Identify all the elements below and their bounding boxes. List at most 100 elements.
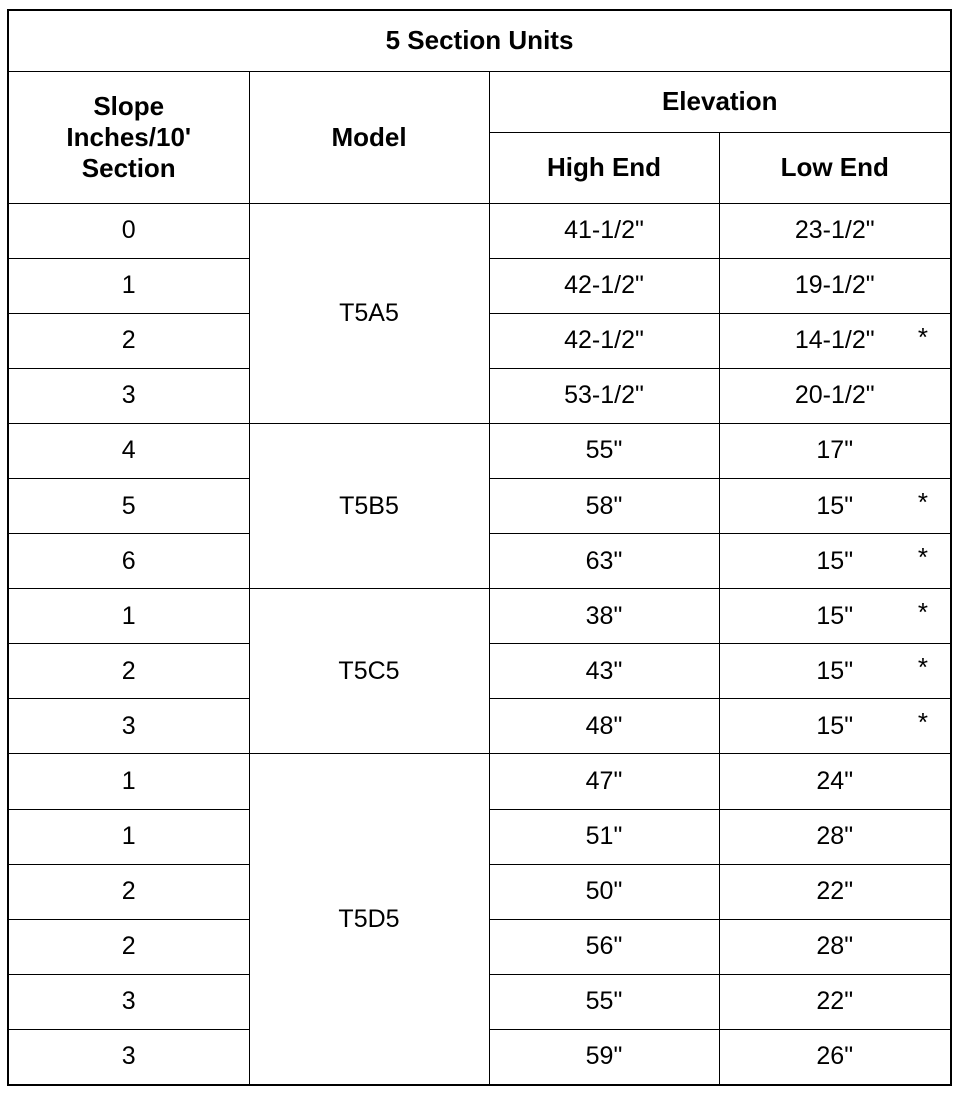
high-end-cell: 51": [488, 808, 720, 865]
low-end-cell: 28": [718, 918, 952, 975]
high-end-cell: 48": [488, 698, 720, 755]
slope-cell: 6: [7, 533, 250, 590]
low-end-value: 15": [816, 711, 854, 740]
low-end-value: 22": [816, 987, 854, 1016]
slope-cell: 2: [7, 863, 250, 920]
footnote-asterisk: *: [917, 652, 929, 683]
table-row: 6 63" 15" *: [7, 533, 952, 590]
footnote-asterisk: *: [917, 321, 929, 352]
slope-cell: 1: [7, 257, 250, 314]
table-row: 4 T5B5 55" 17": [7, 422, 952, 590]
high-end-cell: 58": [488, 477, 720, 535]
header-slope-line: Slope: [93, 90, 165, 121]
high-end-cell: 42-1/2": [488, 312, 720, 369]
high-end-cell: 59": [488, 1028, 720, 1086]
low-end-value: 28": [816, 932, 854, 961]
low-end-value: 26": [816, 1042, 854, 1071]
slope-cell: 2: [7, 918, 250, 975]
low-end-value: 15": [816, 491, 854, 520]
footnote-asterisk: *: [917, 486, 929, 517]
low-end-cell: 15" *: [718, 698, 952, 755]
header-high-end: High End: [488, 131, 720, 204]
slope-cell: 0: [7, 202, 250, 259]
model-cell: T5B5: [248, 422, 490, 590]
slope-cell: 1: [7, 753, 250, 810]
low-end-value: 19-1/2": [794, 271, 875, 300]
slope-cell: 2: [7, 312, 250, 369]
high-end-cell: 53-1/2": [488, 367, 720, 424]
slope-cell: 1: [7, 588, 250, 645]
low-end-value: 15": [816, 546, 854, 575]
table-row: 3 55" 22": [7, 973, 952, 1030]
header-elevation: Elevation: [488, 70, 952, 133]
slope-cell: 1: [7, 808, 250, 865]
low-end-value: 15": [816, 601, 854, 630]
high-end-cell: 55": [488, 973, 720, 1030]
high-end-cell: 55": [488, 422, 720, 479]
low-end-cell: 15" *: [718, 533, 952, 590]
table-row: 1 42-1/2" 19-1/2": [7, 257, 952, 314]
low-end-cell: 22": [718, 863, 952, 920]
low-end-cell: 19-1/2": [718, 257, 952, 314]
section-units-table: 5 Section Units Slope Inches/10' Section…: [7, 9, 953, 1086]
table-row: 0 T5A5 41-1/2" 23-1/2": [7, 202, 952, 424]
table-row: 1 T5C5 38" 15" *: [7, 588, 952, 755]
low-end-value: 14-1/2": [794, 326, 875, 355]
low-end-value: 24": [816, 766, 854, 795]
footnote-asterisk: *: [917, 542, 929, 573]
table-row: 2 50" 22": [7, 863, 952, 920]
low-end-cell: 15" *: [718, 588, 952, 645]
low-end-cell: 17": [718, 422, 952, 479]
slope-cell: 3: [7, 367, 250, 424]
low-end-cell: 15" *: [718, 643, 952, 700]
low-end-cell: 24": [718, 753, 952, 810]
header-low-end: Low End: [718, 131, 952, 204]
table-row: 3 53-1/2" 20-1/2": [7, 367, 952, 424]
model-cell: T5A5: [248, 202, 490, 424]
table-row: 2 42-1/2" 14-1/2" *: [7, 312, 952, 369]
high-end-cell: 47": [488, 753, 720, 810]
low-end-value: 28": [816, 822, 854, 851]
slope-cell: 5: [7, 477, 250, 535]
high-end-cell: 56": [488, 918, 720, 975]
footnote-asterisk: *: [917, 707, 929, 738]
low-end-cell: 20-1/2": [718, 367, 952, 424]
slope-cell: 4: [7, 422, 250, 479]
slope-cell: 3: [7, 1028, 250, 1086]
table-row: 1 51" 28": [7, 808, 952, 865]
slope-cell: 3: [7, 973, 250, 1030]
model-cell: T5C5: [248, 588, 490, 755]
high-end-cell: 38": [488, 588, 720, 645]
table-row: 3 48" 15" *: [7, 698, 952, 755]
low-end-value: 23-1/2": [794, 216, 875, 245]
header-slope: Slope Inches/10' Section: [7, 70, 250, 204]
table-row: 5 58" 15" *: [7, 477, 952, 535]
footnote-asterisk: *: [917, 597, 929, 628]
low-end-value: 20-1/2": [794, 381, 875, 410]
model-cell: T5D5: [248, 753, 490, 1086]
table-title: 5 Section Units: [7, 9, 952, 72]
high-end-cell: 42-1/2": [488, 257, 720, 314]
header-slope-line: Section: [81, 152, 176, 183]
low-end-cell: 23-1/2": [718, 202, 952, 259]
low-end-cell: 15" *: [718, 477, 952, 535]
low-end-value: 22": [816, 877, 854, 906]
high-end-cell: 41-1/2": [488, 202, 720, 259]
table-row: 3 59" 26": [7, 1028, 952, 1086]
slope-cell: 2: [7, 643, 250, 700]
low-end-cell: 22": [718, 973, 952, 1030]
low-end-value: 17": [816, 436, 854, 465]
high-end-cell: 43": [488, 643, 720, 700]
low-end-cell: 14-1/2" *: [718, 312, 952, 369]
table-row: 1 T5D5 47" 24": [7, 753, 952, 1086]
slope-cell: 3: [7, 698, 250, 755]
table-row: 2 56" 28": [7, 918, 952, 975]
table-body: 0 T5A5 41-1/2" 23-1/2" 1 42-1/2" 19-1/2" 2 42-1/…: [7, 202, 952, 1086]
low-end-cell: 26": [718, 1028, 952, 1086]
high-end-cell: 63": [488, 533, 720, 590]
high-end-cell: 50": [488, 863, 720, 920]
header-model: Model: [248, 70, 490, 204]
low-end-cell: 28": [718, 808, 952, 865]
header-slope-line: Inches/10': [66, 121, 192, 152]
low-end-value: 15": [816, 656, 854, 685]
